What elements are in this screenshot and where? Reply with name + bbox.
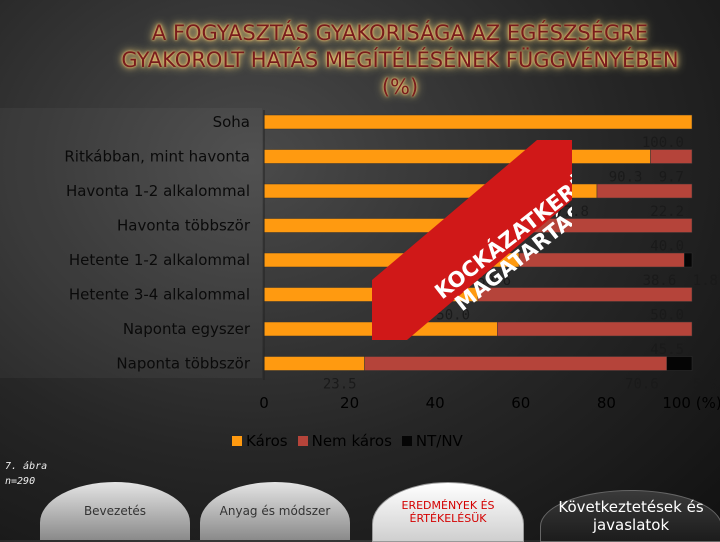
category-label: Naponta egyszer bbox=[123, 320, 251, 338]
figure-note: 7. ábra n=290 bbox=[5, 459, 47, 489]
nav-results-button[interactable]: EREDMÉNYEK ÉS ÉRTÉKELÉSÜK bbox=[372, 482, 524, 542]
title-line-1: A FOGYASZTÁS GYAKORISÁGA AZ EGÉSZSÉGRE bbox=[151, 21, 649, 45]
data-label: 50.0 bbox=[650, 308, 684, 324]
x-tick-label: 0 bbox=[259, 394, 269, 412]
data-label: 1.8 bbox=[693, 273, 718, 289]
bar-nem-k-ros bbox=[477, 287, 693, 302]
category-label: Soha bbox=[213, 113, 250, 131]
data-label: 59.6 bbox=[477, 273, 511, 289]
data-label: 40.0 bbox=[650, 239, 684, 255]
legend-item-nt-nv: NT/NV bbox=[401, 432, 463, 450]
category-panel bbox=[0, 108, 262, 378]
bar-nt-nv bbox=[666, 356, 693, 371]
title-line-2: GYAKOROLT HATÁS MEGÍTÉLÉSÉNEK FÜGGVÉNYÉB… bbox=[121, 48, 679, 72]
data-label: 77.8 bbox=[555, 204, 589, 220]
legend-item-not-harmful: Nem káros bbox=[297, 432, 392, 450]
data-label: 45.5 bbox=[650, 342, 684, 358]
x-tick-label: 60 bbox=[511, 394, 530, 412]
data-label: 9.7 bbox=[659, 170, 684, 186]
x-tick-label: 100 (%) bbox=[662, 394, 720, 412]
legend-label-not-harmful: Nem káros bbox=[311, 432, 392, 450]
data-label: 23.5 bbox=[323, 377, 357, 393]
data-label: 70.6 bbox=[625, 377, 659, 393]
legend-swatch-nt-nv bbox=[401, 436, 412, 446]
x-tick-label: 20 bbox=[340, 394, 359, 412]
category-label: Naponta többször bbox=[116, 355, 250, 373]
nav-intro-button[interactable]: Bevezetés bbox=[40, 482, 190, 540]
bar-nem-k-ros bbox=[650, 149, 693, 164]
data-label: 5.9 bbox=[693, 377, 718, 393]
bar-k-ros bbox=[263, 114, 693, 130]
nav-method-button[interactable]: Anyag és módszer bbox=[200, 482, 350, 540]
data-label: 100.0 bbox=[642, 135, 684, 151]
sticker-band bbox=[372, 140, 572, 340]
legend-label-nt-nv: NT/NV bbox=[415, 432, 463, 450]
data-label: 38.6 bbox=[643, 273, 677, 289]
bar-nem-k-ros bbox=[596, 183, 693, 199]
category-label: Hetente 1-2 alkalommal bbox=[69, 251, 250, 269]
risk-averse-sticker: KOCKÁZATKERÜLŐ MAGATARTÁS bbox=[372, 140, 572, 340]
data-label: 50.0 bbox=[436, 308, 470, 324]
chart-legend: Káros Nem káros NT/NV bbox=[232, 432, 463, 450]
legend-swatch-not-harmful bbox=[297, 436, 308, 446]
title-line-3: (%) bbox=[381, 75, 419, 99]
category-label: Havonta többször bbox=[117, 217, 251, 235]
data-label: 90.3 bbox=[609, 170, 643, 186]
bar-k-ros bbox=[263, 356, 365, 371]
legend-item-harmful: Káros bbox=[232, 432, 288, 450]
data-label: 22.2 bbox=[650, 204, 684, 220]
bar-nem-k-ros bbox=[497, 321, 693, 337]
category-label: Ritkábban, mint havonta bbox=[64, 148, 250, 166]
nav-conclusions-button[interactable]: Következtetések és javaslatok bbox=[540, 490, 720, 542]
category-label: Hetente 3-4 alkalommal bbox=[69, 286, 250, 304]
figure-number: 7. ábra bbox=[5, 461, 48, 472]
category-label: Havonta 1-2 alkalommal bbox=[66, 182, 250, 200]
bar-nt-nv bbox=[684, 252, 693, 268]
x-tick-label: 80 bbox=[597, 394, 616, 412]
x-tick-label: 40 bbox=[426, 394, 445, 412]
bar-nem-k-ros bbox=[364, 356, 667, 371]
chart-title: A FOGYASZTÁS GYAKORISÁGA AZ EGÉSZSÉGRE G… bbox=[60, 20, 720, 101]
sample-size: n=290 bbox=[5, 476, 36, 487]
legend-label-harmful: Káros bbox=[246, 432, 288, 450]
legend-swatch-harmful bbox=[232, 436, 242, 446]
